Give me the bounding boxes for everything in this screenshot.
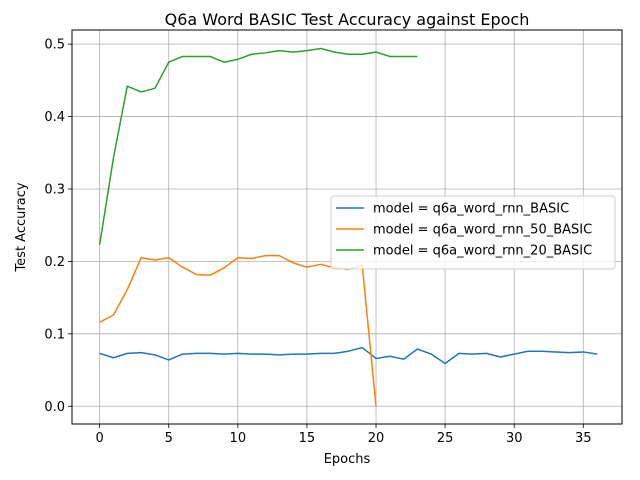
chart-title: Q6a Word BASIC Test Accuracy against Epo…	[165, 10, 530, 29]
plot-frame	[71, 29, 623, 425]
x-tick-label: 0	[95, 431, 103, 446]
y-tick-label: 0.5	[44, 38, 65, 53]
x-tick-label: 35	[575, 431, 592, 446]
series-lines	[98, 47, 598, 407]
y-tick-label: 0.4	[44, 110, 65, 125]
x-tick-label: 15	[299, 431, 316, 446]
series-line-3	[98, 47, 418, 245]
y-tick-label: 0.3	[44, 182, 65, 197]
legend-label: model = q6a_word_rnn_50_BASIC	[373, 223, 592, 238]
legend-label: model = q6a_word_rnn_20_BASIC	[373, 244, 592, 259]
y-tick-label: 0.2	[44, 255, 65, 270]
legend-box	[330, 195, 616, 270]
ticks: 0 5 10 15 20 25 30 35 0.0 0.1 0.2 0.3 0.4 0.5	[44, 38, 591, 446]
x-tick-label: 5	[165, 431, 173, 446]
y-tick-label: 0.1	[44, 327, 65, 342]
legend-label: model = q6a_word_rnn_BASIC	[373, 202, 569, 217]
y-axis-label: Test Accuracy	[14, 182, 29, 272]
y-tick-label: 0.0	[44, 400, 65, 415]
x-axis-label: Epochs	[324, 452, 371, 467]
series-line-2	[99, 254, 377, 407]
x-tick-label: 10	[230, 431, 247, 446]
x-tick-label: 30	[506, 431, 523, 446]
x-tick-label: 20	[368, 431, 385, 446]
series-line-1	[99, 346, 598, 365]
x-tick-label: 25	[437, 431, 454, 446]
